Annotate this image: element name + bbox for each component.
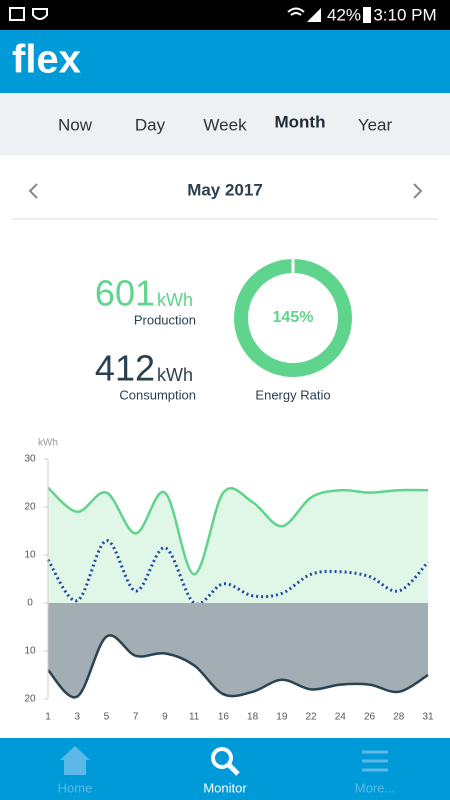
x-tick-label: 19 — [276, 712, 288, 723]
y-tick-label: 20 — [24, 502, 36, 513]
home-icon[interactable] — [60, 746, 90, 775]
tab[interactable]: Month — [275, 112, 326, 131]
tab[interactable]: Year — [358, 115, 393, 134]
y-tick-label: 20 — [24, 694, 36, 705]
production-label: Production — [134, 312, 196, 327]
x-tick-label: 31 — [422, 712, 434, 723]
x-tick-label: 18 — [247, 712, 259, 723]
x-tick-label: 1 — [45, 712, 51, 723]
x-tick-label: 24 — [335, 712, 347, 723]
series-line — [46, 539, 430, 606]
y-tick-label: 10 — [24, 550, 36, 561]
area — [48, 487, 428, 603]
gallery-icon — [9, 7, 25, 21]
consumption-label: Consumption — [119, 387, 196, 402]
tab[interactable]: Day — [135, 115, 166, 134]
logo: flex — [12, 38, 81, 82]
consumption-unit: kWh — [157, 365, 193, 385]
nav-label[interactable]: More... — [355, 780, 395, 795]
status-bar — [0, 0, 450, 30]
consumption-value: 412 — [95, 348, 155, 389]
x-tick-label: 7 — [133, 712, 139, 723]
monitor-icon-handle — [227, 763, 240, 776]
production-value: 601 — [95, 273, 155, 314]
x-tick-label: 28 — [393, 712, 405, 723]
battery-icon — [363, 7, 371, 23]
ratio-label: 145% — [273, 309, 314, 326]
tab[interactable]: Now — [58, 115, 93, 134]
more-icon[interactable] — [362, 750, 388, 772]
period-label: May 2017 — [187, 180, 263, 199]
x-tick-label: 3 — [74, 712, 80, 723]
next-button[interactable] — [413, 183, 423, 199]
area — [48, 603, 428, 698]
production-unit: kWh — [157, 290, 193, 310]
prev-button[interactable] — [28, 183, 38, 199]
monitor-icon[interactable] — [211, 747, 233, 769]
series-line — [47, 634, 429, 699]
series-line — [47, 486, 429, 576]
x-tick-label: 11 — [189, 712, 200, 723]
nav-label[interactable]: Home — [58, 780, 93, 795]
tab-bar — [0, 93, 450, 155]
x-tick-label: 16 — [218, 712, 230, 723]
y-tick-label: 10 — [24, 646, 36, 657]
clock: 3:10 PM — [373, 5, 436, 24]
x-tick-label: 9 — [162, 712, 168, 723]
y-tick-label: 0 — [27, 598, 33, 609]
x-tick-label: 5 — [104, 712, 110, 723]
wifi-icon — [287, 7, 305, 16]
chart: kWh 30 20 10 0 10 20 1 3 5 7 9 11 16 18 19 22 24 26 28 31 — [24, 438, 434, 723]
x-tick-label: 22 — [306, 712, 318, 723]
tab[interactable]: Week — [203, 115, 247, 134]
y-axis-label: kWh — [38, 438, 58, 449]
x-tick-label: 26 — [364, 712, 376, 723]
nav-label[interactable]: Monitor — [203, 780, 247, 795]
y-tick-label: 30 — [24, 454, 36, 465]
ratio-caption: Energy Ratio — [255, 387, 330, 402]
battery-level: 42% — [327, 5, 361, 24]
signal-icon — [307, 8, 321, 22]
shield-icon — [32, 8, 48, 20]
app-header — [0, 30, 450, 93]
